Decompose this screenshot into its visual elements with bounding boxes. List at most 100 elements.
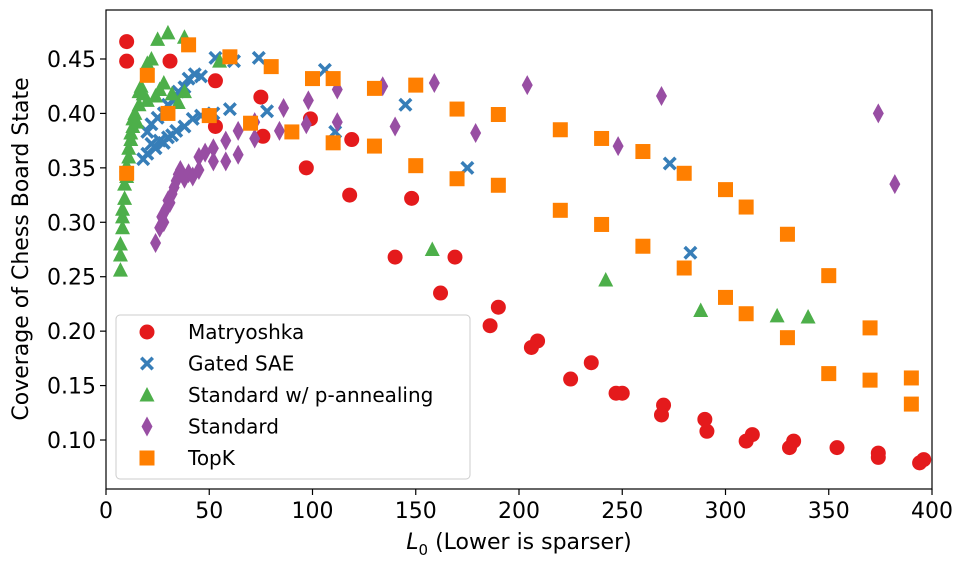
data-point-diamond xyxy=(470,123,482,144)
x-tick-label: 250 xyxy=(601,499,643,524)
data-point-square xyxy=(263,59,279,75)
data-point-square xyxy=(181,37,197,53)
data-point-diamond xyxy=(220,130,232,151)
data-point-triangle xyxy=(117,190,133,205)
data-point-diamond xyxy=(521,75,533,96)
data-point-circle xyxy=(614,385,630,401)
data-point-square xyxy=(449,171,465,187)
data-point-circle xyxy=(912,455,928,471)
y-tick-label: 0.10 xyxy=(47,429,96,454)
data-point-triangle xyxy=(800,308,816,324)
data-point-square xyxy=(490,107,506,123)
data-point-square xyxy=(779,226,795,242)
data-point-diamond xyxy=(273,120,285,141)
data-point-square xyxy=(284,124,300,140)
data-point-square xyxy=(594,216,610,232)
data-point-triangle xyxy=(156,74,172,90)
y-tick-label: 0.30 xyxy=(47,211,96,236)
data-point-circle xyxy=(298,160,314,176)
data-point-triangle xyxy=(112,262,128,277)
data-point-triangle xyxy=(160,24,176,40)
legend-marker-square xyxy=(139,450,155,466)
data-point-square xyxy=(139,67,155,83)
data-point-square xyxy=(449,101,465,117)
data-point-circle xyxy=(342,187,358,203)
data-point-square xyxy=(779,330,795,346)
y-tick-label: 0.15 xyxy=(47,375,96,400)
data-point-circle xyxy=(207,73,223,89)
data-point-circle xyxy=(447,249,463,265)
data-point-circle xyxy=(870,449,886,465)
data-point-square xyxy=(408,77,424,93)
data-point-square xyxy=(222,49,238,65)
x-tick-label: 400 xyxy=(911,499,953,524)
data-point-square xyxy=(408,158,424,174)
data-point-square xyxy=(243,115,259,131)
y-axis-label: Coverage of Chess Board State xyxy=(9,77,34,420)
data-point-circle xyxy=(344,132,360,148)
legend-label: Gated SAE xyxy=(188,352,294,376)
data-point-x xyxy=(683,245,698,260)
data-point-square xyxy=(305,71,320,87)
data-point-square xyxy=(325,71,341,87)
data-point-triangle xyxy=(693,302,709,317)
legend-label: TopK xyxy=(187,446,236,470)
data-point-square xyxy=(738,199,754,215)
data-point-circle xyxy=(387,249,403,265)
data-point-square xyxy=(119,165,135,181)
data-point-circle xyxy=(699,423,715,439)
data-point-square xyxy=(635,144,651,160)
x-axis-label: L0 (Lower is sparser) xyxy=(406,530,631,559)
data-point-diamond xyxy=(889,174,901,195)
data-point-circle xyxy=(404,190,420,206)
data-point-square xyxy=(160,105,176,121)
data-point-square xyxy=(594,130,610,146)
data-point-diamond xyxy=(232,120,244,141)
data-point-circle xyxy=(738,433,754,449)
data-point-circle xyxy=(653,407,669,423)
data-point-diamond xyxy=(655,86,667,107)
data-point-x xyxy=(398,97,413,112)
data-point-x xyxy=(222,102,237,117)
data-point-x xyxy=(260,104,275,119)
data-point-circle xyxy=(482,318,498,334)
data-point-triangle xyxy=(424,241,440,256)
data-point-diamond xyxy=(278,97,290,118)
x-tick-label: 350 xyxy=(808,499,850,524)
data-point-circle xyxy=(490,299,506,315)
data-point-square xyxy=(201,108,217,124)
y-tick-label: 0.20 xyxy=(47,320,96,345)
data-point-square xyxy=(821,366,837,382)
data-point-square xyxy=(366,138,382,154)
y-tick-label: 0.45 xyxy=(47,48,96,73)
x-tick-label: 150 xyxy=(395,499,437,524)
data-point-circle xyxy=(433,285,449,301)
data-point-circle xyxy=(253,89,269,105)
legend-marker-circle xyxy=(139,324,155,340)
data-point-diamond xyxy=(612,136,624,157)
data-point-diamond xyxy=(302,90,314,111)
data-point-circle xyxy=(782,440,798,456)
x-tick-label: 50 xyxy=(195,499,223,524)
data-point-square xyxy=(635,238,651,254)
data-point-diamond xyxy=(232,144,244,165)
data-point-diamond xyxy=(872,103,884,124)
x-tick-label: 200 xyxy=(498,499,540,524)
y-tick-label: 0.35 xyxy=(47,157,96,182)
data-point-circle xyxy=(829,440,845,456)
data-point-square xyxy=(676,165,692,181)
data-point-circle xyxy=(119,34,135,50)
data-point-circle xyxy=(563,371,579,387)
data-point-square xyxy=(718,182,733,198)
data-point-square xyxy=(821,268,837,284)
data-point-square xyxy=(676,260,692,276)
x-tick-label: 0 xyxy=(99,499,113,524)
data-point-square xyxy=(552,122,568,138)
y-tick-label: 0.40 xyxy=(47,102,96,127)
legend-label: Standard xyxy=(188,415,279,439)
data-point-circle xyxy=(523,339,539,355)
data-point-square xyxy=(862,320,878,336)
legend: Matryoshka Gated SAE Standard w/ p-anneali… xyxy=(115,314,471,480)
data-point-diamond xyxy=(220,151,232,172)
